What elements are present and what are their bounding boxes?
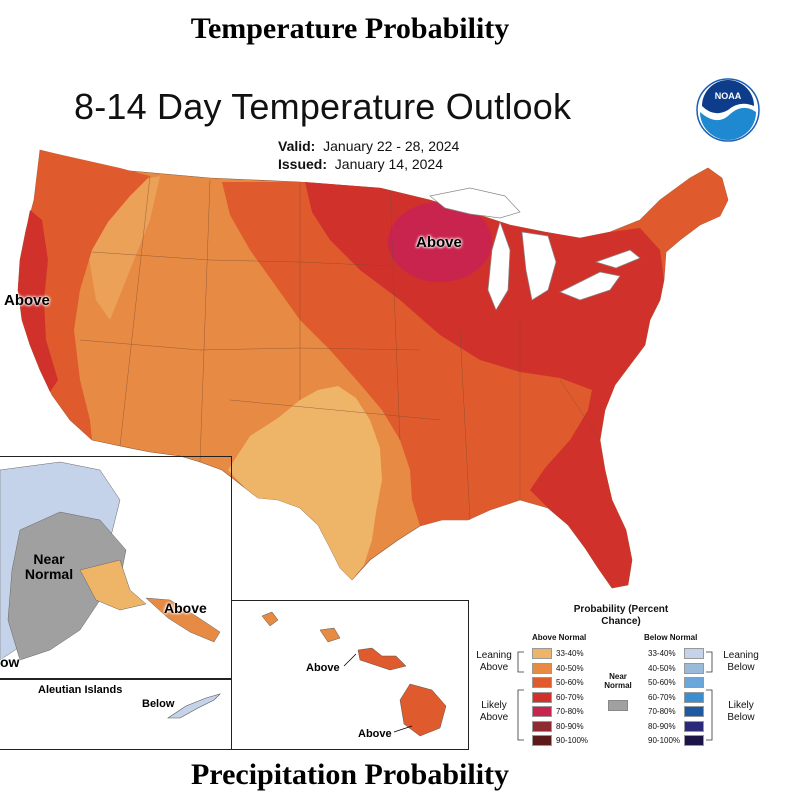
temperature-probability-heading: Temperature Probability	[190, 12, 510, 45]
legend-above-row-label: 60-70%	[556, 692, 584, 702]
conus-region-33-40-west	[88, 176, 160, 320]
legend-leaning-above: Leaning Above	[476, 650, 512, 673]
legend-above-row-label: 50-60%	[556, 678, 584, 687]
precipitation-probability-heading: Precipitation Probability	[190, 758, 510, 791]
valid-dates: Valid: January 22 - 28, 2024	[278, 138, 459, 154]
legend-below-normal-header: Below Normal	[644, 633, 698, 642]
state-boundaries	[79, 175, 601, 521]
legend-above-row-swatch	[532, 720, 552, 732]
hawaii-big-island	[399, 683, 447, 737]
legend-below-row-swatch	[684, 677, 704, 688]
legend-below-row-swatch	[684, 648, 704, 659]
label-above-alaska: Above	[164, 600, 207, 616]
conus-region-60-70-west	[18, 210, 58, 392]
legend-above-row-swatch	[532, 735, 552, 746]
legend-below-row-label: 90-100%	[648, 736, 681, 745]
legend-above-row-label: 90-100%	[556, 736, 589, 745]
label-below-alaska-edge: ow	[0, 654, 20, 670]
hawaii-kauai	[261, 611, 279, 627]
legend-below-row-label: 40-50%	[648, 663, 676, 673]
legend-above-row-label: 40-50%	[556, 663, 584, 673]
legend-below-row-swatch	[684, 706, 704, 717]
label-above-hawaii-2: Above	[358, 728, 392, 740]
label-below-aleutians: Below	[142, 698, 175, 710]
legend-above-row-label: 80-90%	[556, 721, 584, 731]
hawaii-inset-frame	[231, 600, 469, 750]
legend-below-row-swatch	[684, 720, 704, 732]
alaska-near-normal	[7, 511, 127, 661]
label-above-west-coast: Above	[4, 292, 50, 309]
map-title: 8-14 Day Temperature Outlook	[74, 86, 572, 127]
legend-above-row-swatch	[532, 648, 552, 659]
label-above-hawaii-1: Above	[306, 662, 340, 674]
legend-below-row-swatch	[684, 691, 704, 703]
legend-above-row-swatch	[532, 677, 552, 688]
issued-date: Issued: January 14, 2024	[278, 156, 443, 172]
legend-leaning-below: Leaning Below	[723, 650, 759, 673]
legend-below-row-swatch	[684, 662, 704, 674]
hawaii-maui-group	[357, 647, 407, 671]
conus-region-60-70-east	[305, 182, 664, 588]
issued-label: Issued:	[278, 156, 328, 172]
conus-region-33-40	[228, 386, 382, 580]
hawaii-pointer-2	[393, 725, 413, 733]
valid-label: Valid:	[278, 138, 316, 154]
legend-likely-above: Likely Above	[479, 700, 509, 723]
legend-above-normal-header: Above Normal	[532, 633, 587, 642]
alaska-leaning-above	[79, 559, 147, 611]
legend-below-row-label: 80-90%	[648, 721, 676, 731]
legend-below-row-label: 50-60%	[648, 678, 676, 687]
label-near-normal-alaska: Near Normal	[24, 551, 74, 582]
legend-below-row-label: 60-70%	[648, 692, 676, 702]
great-lakes-water	[429, 187, 641, 311]
legend-below-row-swatch	[684, 735, 704, 746]
legend-brackets	[517, 651, 713, 741]
legend-above-row-swatch	[532, 691, 552, 703]
legend-above-row-label: 33-40%	[556, 649, 584, 658]
issued-value: January 14, 2024	[334, 156, 443, 172]
legend-below-row-label: 70-80%	[648, 707, 676, 716]
conus-region-70-80	[388, 202, 492, 282]
legend-above-row-swatch	[532, 662, 552, 674]
legend-near-normal-swatch	[608, 700, 628, 711]
alaska-inset-frame	[0, 456, 232, 680]
legend-above-row-label: 70-80%	[556, 707, 584, 716]
legend-title: Probability (Percent Chance)	[573, 604, 669, 627]
alaska-panhandle-40-50	[145, 597, 221, 643]
noaa-logo-text: NOAA	[715, 91, 742, 101]
aleutian-chain	[167, 693, 222, 719]
noaa-logo-icon: NOAA	[696, 78, 760, 142]
legend-likely-below: Likely Below	[727, 700, 755, 723]
legend-below-row-label: 33-40%	[648, 649, 676, 658]
hawaii-pointer-1	[343, 653, 357, 667]
hawaii-oahu	[319, 627, 341, 643]
legend-above-row-swatch	[532, 706, 552, 717]
label-aleutian-islands: Aleutian Islands	[38, 684, 123, 696]
legend-near-normal-label: Near Normal	[604, 672, 632, 690]
valid-value: January 22 - 28, 2024	[323, 138, 460, 154]
label-above-great-lakes: Above	[416, 234, 462, 251]
